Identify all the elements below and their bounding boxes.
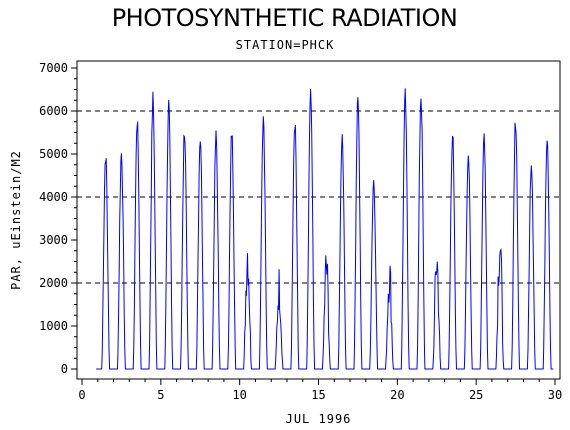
x-tick-label: 10 — [232, 388, 246, 402]
x-axis: 0 5 10 15 20 25 30 — [78, 379, 562, 402]
chart-subtitle: STATION=PHCK — [235, 38, 335, 52]
x-tick-label: 30 — [548, 388, 562, 402]
y-tick-label: 4000 — [39, 190, 68, 204]
x-tick-label: 0 — [78, 388, 85, 402]
y-tick-label: 7000 — [39, 61, 68, 75]
y-tick-label: 2000 — [39, 276, 68, 290]
chart-title: PHOTOSYNTHETIC RADIATION — [111, 4, 458, 32]
y-tick-label: 5000 — [39, 147, 68, 161]
y-axis: 0 1000 2000 3000 4000 5000 6000 7000 — [39, 61, 77, 376]
x-tick-label: 20 — [390, 388, 404, 402]
y-tick-label: 1000 — [39, 319, 68, 333]
y-tick-label: 6000 — [39, 104, 68, 118]
x-tick-label: 15 — [311, 388, 325, 402]
par-series — [96, 88, 554, 370]
x-tick-label: 5 — [157, 388, 164, 402]
y-tick-label: 3000 — [39, 233, 68, 247]
x-tick-label: 25 — [469, 388, 483, 402]
par-series-line — [96, 88, 554, 370]
reference-lines — [77, 110, 560, 284]
y-tick-label: 0 — [61, 362, 68, 376]
y-axis-label: PAR, uEinstein/M2 — [9, 150, 23, 290]
x-axis-label: JUL 1996 — [286, 412, 352, 426]
